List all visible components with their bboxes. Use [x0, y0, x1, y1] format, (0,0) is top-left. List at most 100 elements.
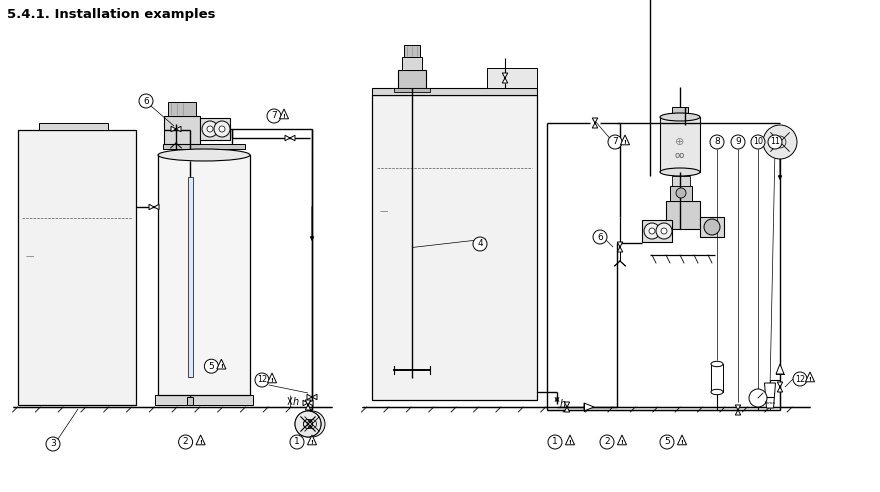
- Text: !: !: [680, 440, 684, 445]
- Bar: [372, 88, 537, 95]
- Bar: [164, 116, 200, 144]
- Circle shape: [751, 135, 765, 149]
- Polygon shape: [216, 359, 226, 369]
- Circle shape: [644, 223, 660, 239]
- Bar: [666, 201, 700, 229]
- Circle shape: [649, 228, 655, 234]
- Polygon shape: [620, 135, 629, 145]
- Polygon shape: [307, 394, 317, 400]
- Polygon shape: [592, 118, 598, 128]
- Text: !: !: [282, 114, 285, 119]
- Bar: [394, 88, 430, 92]
- Circle shape: [290, 435, 304, 449]
- Polygon shape: [268, 373, 276, 383]
- Bar: [168, 102, 196, 116]
- Text: 6: 6: [143, 96, 149, 105]
- Ellipse shape: [660, 168, 700, 176]
- Circle shape: [295, 411, 321, 437]
- Circle shape: [763, 125, 797, 159]
- Circle shape: [656, 223, 672, 239]
- Text: 12: 12: [257, 375, 267, 385]
- Bar: [163, 144, 246, 149]
- Text: 10: 10: [753, 137, 763, 147]
- Bar: [402, 57, 422, 70]
- Ellipse shape: [660, 113, 700, 121]
- Text: —: —: [380, 207, 388, 216]
- Bar: [187, 397, 194, 405]
- Circle shape: [219, 126, 225, 132]
- Polygon shape: [196, 435, 205, 445]
- Text: 12: 12: [795, 374, 805, 383]
- Bar: [187, 177, 193, 377]
- Circle shape: [202, 121, 218, 137]
- Text: litron: litron: [765, 401, 775, 405]
- Text: !: !: [199, 440, 202, 445]
- Text: 8: 8: [715, 137, 720, 147]
- Circle shape: [473, 237, 487, 251]
- Polygon shape: [564, 402, 569, 412]
- Circle shape: [46, 437, 60, 451]
- Bar: [404, 45, 420, 57]
- Bar: [40, 123, 107, 130]
- Polygon shape: [736, 405, 741, 415]
- Bar: [155, 395, 253, 405]
- Bar: [670, 186, 692, 201]
- Text: 2: 2: [183, 437, 188, 447]
- Bar: [672, 176, 690, 186]
- Text: 7: 7: [271, 112, 277, 121]
- Bar: [398, 70, 426, 88]
- Circle shape: [608, 135, 622, 149]
- Circle shape: [676, 188, 686, 198]
- Polygon shape: [171, 126, 181, 132]
- Text: h: h: [560, 399, 566, 409]
- Bar: [18, 130, 136, 405]
- Bar: [711, 364, 723, 392]
- Circle shape: [214, 121, 230, 137]
- Circle shape: [295, 411, 321, 437]
- Circle shape: [593, 230, 607, 244]
- Circle shape: [749, 389, 767, 407]
- Text: !: !: [624, 140, 627, 145]
- Text: 9: 9: [735, 137, 741, 147]
- Circle shape: [255, 373, 269, 387]
- Polygon shape: [618, 435, 627, 445]
- Circle shape: [204, 359, 218, 373]
- Text: 4: 4: [477, 240, 483, 248]
- Text: 5.4.1. Installation examples: 5.4.1. Installation examples: [7, 8, 216, 21]
- Circle shape: [768, 135, 782, 149]
- Text: 11: 11: [770, 137, 780, 147]
- Circle shape: [660, 435, 674, 449]
- Text: 3: 3: [50, 439, 55, 449]
- Text: oo: oo: [675, 151, 686, 160]
- Polygon shape: [307, 435, 317, 445]
- Polygon shape: [566, 435, 575, 445]
- Bar: [660, 117, 700, 172]
- Polygon shape: [776, 364, 784, 374]
- Circle shape: [704, 219, 720, 235]
- Text: 2: 2: [605, 437, 610, 447]
- Polygon shape: [765, 383, 775, 408]
- Circle shape: [731, 135, 745, 149]
- Ellipse shape: [711, 361, 723, 367]
- Text: !: !: [809, 377, 811, 382]
- Text: —: —: [26, 252, 34, 261]
- Text: !: !: [620, 440, 623, 445]
- Bar: [200, 118, 230, 140]
- Circle shape: [600, 435, 614, 449]
- Bar: [672, 107, 688, 113]
- Circle shape: [139, 94, 153, 108]
- Text: !: !: [568, 440, 571, 445]
- Polygon shape: [678, 435, 686, 445]
- Text: 5: 5: [209, 362, 214, 370]
- Polygon shape: [285, 135, 295, 141]
- Circle shape: [299, 411, 325, 437]
- Ellipse shape: [158, 149, 250, 161]
- Text: !: !: [220, 364, 223, 369]
- Polygon shape: [149, 204, 159, 210]
- Circle shape: [793, 372, 807, 386]
- Bar: [372, 95, 537, 400]
- Bar: [642, 220, 672, 242]
- Circle shape: [207, 126, 213, 132]
- Polygon shape: [617, 242, 623, 252]
- Text: 5: 5: [664, 437, 670, 447]
